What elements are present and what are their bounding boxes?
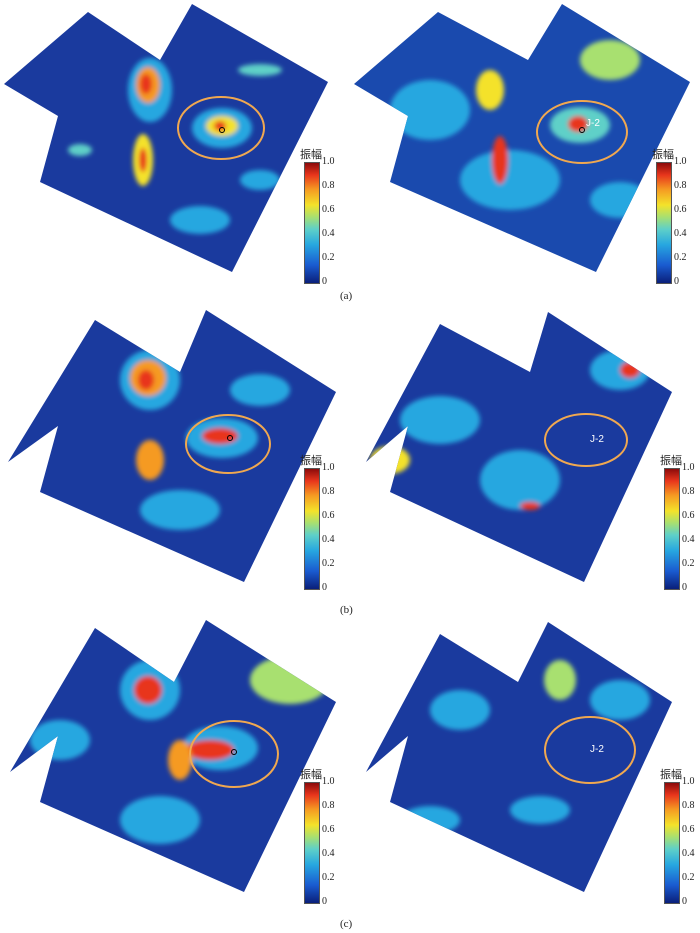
target-ellipse — [536, 100, 628, 164]
tick-1-0: 1.0 — [682, 776, 695, 787]
well-marker — [227, 435, 233, 441]
tick-0-2: 0.2 — [674, 252, 687, 263]
colorbar-a-left: 振幅 1.0 0.8 0.6 0.4 0.2 0 — [300, 146, 340, 287]
tick-0: 0 — [322, 896, 327, 907]
tick-0-4: 0.4 — [322, 534, 335, 545]
tick-0-6: 0.6 — [674, 204, 687, 215]
colorbar-title: 振幅 — [660, 768, 682, 781]
panel-b-left — [0, 310, 350, 610]
tick-0-4: 0.4 — [322, 228, 335, 239]
tick-0-6: 0.6 — [682, 824, 695, 835]
well-label: J-2 — [590, 744, 604, 755]
colorbar-c-left: 振幅 1.0 0.8 0.6 0.4 0.2 0 — [300, 766, 340, 907]
map-area — [366, 622, 672, 892]
colorbar-c-right: 振幅 1.0 0.8 0.6 0.4 0.2 0 — [660, 766, 700, 907]
target-ellipse — [544, 413, 628, 467]
tick-0-4: 0.4 — [322, 848, 335, 859]
amplitude-map-a-right: J-2 — [354, 4, 690, 272]
tick-0-4: 0.4 — [674, 228, 687, 239]
panel-b-right: J-2 — [350, 310, 700, 610]
colorbar-title: 振幅 — [652, 148, 674, 161]
tick-0-8: 0.8 — [322, 180, 335, 191]
tick-0: 0 — [322, 582, 327, 593]
tick-0-2: 0.2 — [322, 252, 335, 263]
well-label: J-2 — [586, 118, 600, 129]
map-area — [4, 4, 328, 272]
colorbar-title: 振幅 — [300, 148, 322, 161]
caption-c: (c) — [340, 918, 353, 930]
amplitude-map-a-left — [4, 4, 328, 272]
colorbar-gradient — [304, 782, 320, 904]
tick-0-6: 0.6 — [322, 204, 335, 215]
tick-0-6: 0.6 — [322, 510, 335, 521]
colorbar-b-left: 振幅 1.0 0.8 0.6 0.4 0.2 0 — [300, 452, 340, 593]
amplitude-map-b-left — [8, 310, 336, 582]
tick-0-4: 0.4 — [682, 848, 695, 859]
caption-a: (a) — [340, 290, 353, 302]
well-marker — [231, 749, 237, 755]
colorbar-gradient — [664, 468, 680, 590]
tick-0: 0 — [682, 582, 687, 593]
tick-0-8: 0.8 — [682, 486, 695, 497]
target-ellipse — [185, 414, 271, 474]
tick-0: 0 — [682, 896, 687, 907]
tick-0-2: 0.2 — [322, 558, 335, 569]
map-area — [354, 4, 690, 272]
tick-0-2: 0.2 — [682, 558, 695, 569]
tick-0-8: 0.8 — [322, 486, 335, 497]
colorbar-gradient — [304, 468, 320, 590]
colorbar-gradient — [664, 782, 680, 904]
well-marker — [219, 127, 225, 133]
panel-c-left — [0, 620, 350, 920]
tick-1-0: 1.0 — [674, 156, 687, 167]
amplitude-map-c-right: J-2 — [366, 622, 672, 892]
tick-0: 0 — [674, 276, 679, 287]
tick-0-2: 0.2 — [682, 872, 695, 883]
panel-a-right: J-2 — [350, 0, 700, 300]
colorbar-title: 振幅 — [660, 454, 682, 467]
panel-a-left — [0, 0, 350, 300]
tick-0-2: 0.2 — [322, 872, 335, 883]
tick-0: 0 — [322, 276, 327, 287]
tick-1-0: 1.0 — [682, 462, 695, 473]
tick-0-6: 0.6 — [682, 510, 695, 521]
colorbar-gradient — [304, 162, 320, 284]
colorbar-title: 振幅 — [300, 768, 322, 781]
well-label: J-2 — [590, 434, 604, 445]
target-ellipse — [177, 96, 265, 160]
tick-0-8: 0.8 — [322, 800, 335, 811]
colorbar-b-right: 振幅 1.0 0.8 0.6 0.4 0.2 0 — [660, 452, 700, 593]
map-area — [8, 310, 336, 582]
tick-1-0: 1.0 — [322, 156, 335, 167]
caption-b: (b) — [340, 604, 353, 616]
tick-1-0: 1.0 — [322, 776, 335, 787]
colorbar-gradient — [656, 162, 672, 284]
amplitude-map-c-left — [10, 620, 336, 892]
target-ellipse — [189, 720, 279, 788]
target-ellipse — [544, 716, 636, 784]
colorbar-a-right: 振幅 1.0 0.8 0.6 0.4 0.2 0 — [652, 146, 698, 287]
tick-0-6: 0.6 — [322, 824, 335, 835]
colorbar-title: 振幅 — [300, 454, 322, 467]
panel-c-right: J-2 — [350, 620, 700, 920]
tick-1-0: 1.0 — [322, 462, 335, 473]
tick-0-8: 0.8 — [682, 800, 695, 811]
amplitude-map-b-right: J-2 — [366, 312, 672, 582]
tick-0-8: 0.8 — [674, 180, 687, 191]
tick-0-4: 0.4 — [682, 534, 695, 545]
well-marker — [579, 127, 585, 133]
